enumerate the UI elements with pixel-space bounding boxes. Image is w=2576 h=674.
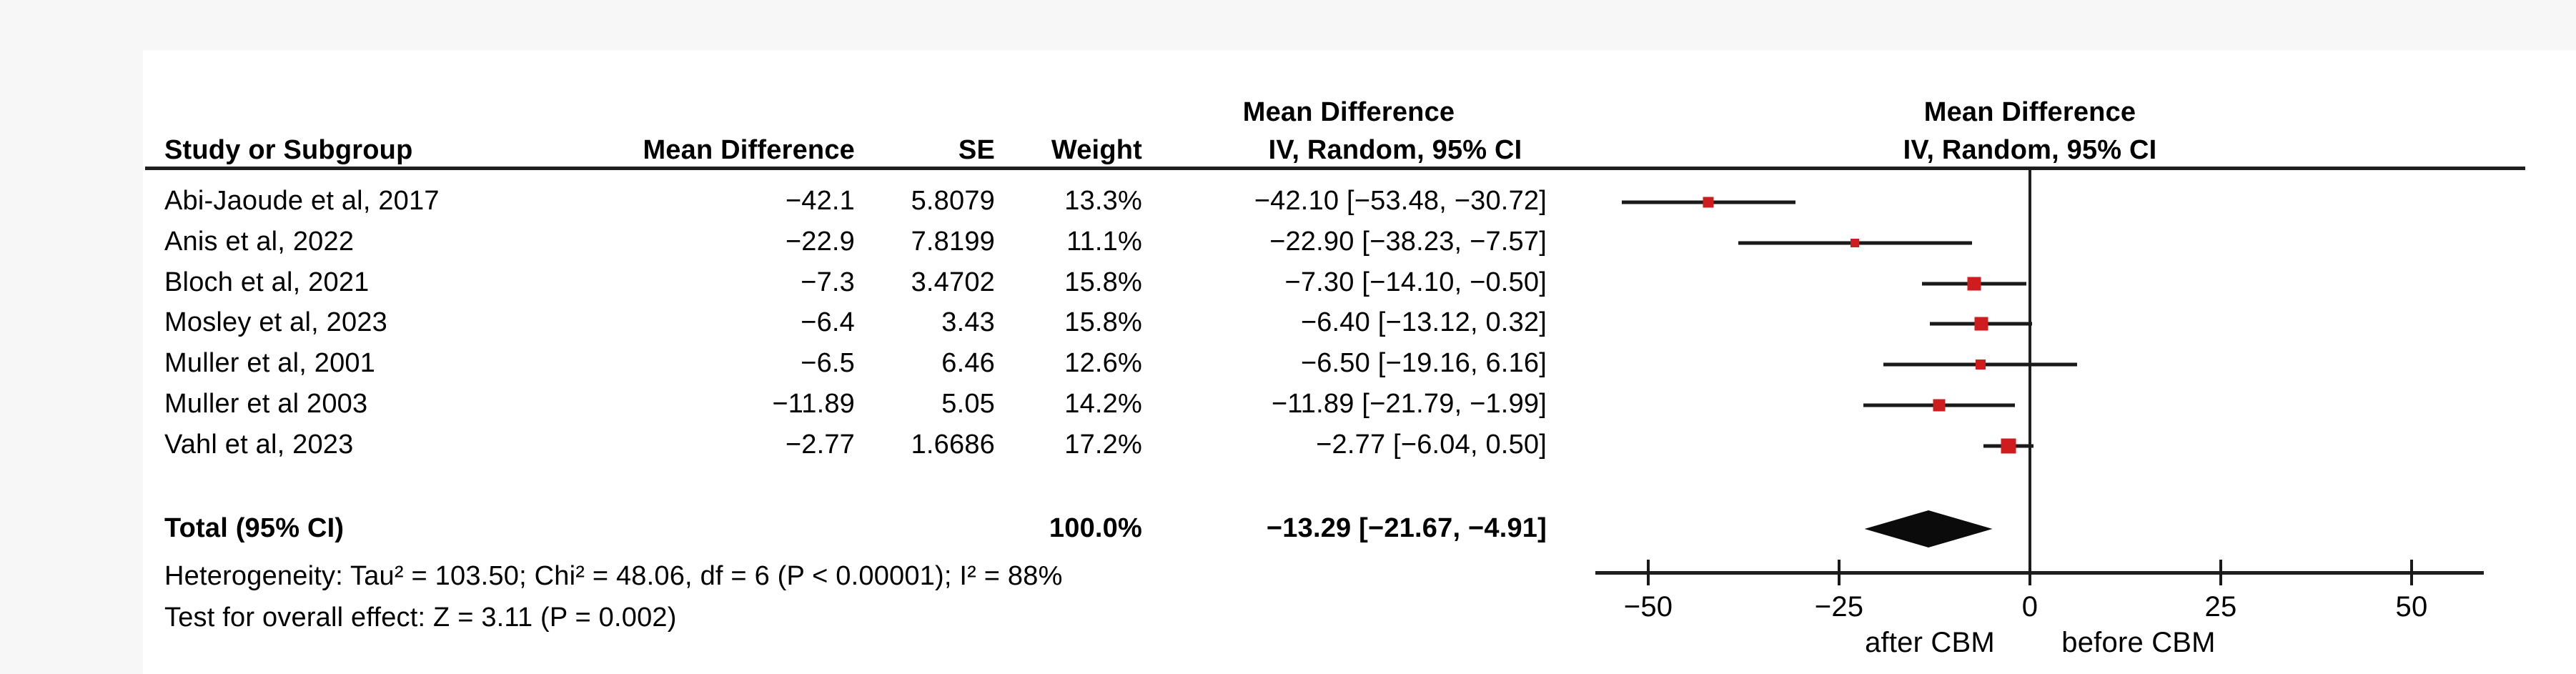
axis-tick <box>1838 560 1841 585</box>
study-row-weight: 14.2% <box>1064 389 1142 420</box>
study-row-md: −42.1 <box>785 186 855 217</box>
ci-column-header-line2: IV, Random, 95% CI <box>1268 135 1522 166</box>
study-row-weight: 17.2% <box>1064 429 1142 460</box>
total-row-weight: 100.0% <box>1049 513 1142 544</box>
plot-column-header-line1: Mean Difference <box>1923 97 2136 128</box>
study-row-ci-text: −11.89 [−21.79, −1.99] <box>1271 389 1547 420</box>
study-row-se: 5.05 <box>941 389 995 420</box>
study-row-label: Muller et al 2003 <box>164 389 368 420</box>
axis-left-group-label: after CBM <box>1865 627 1995 658</box>
study-row-ci-text: −2.77 [−6.04, 0.50] <box>1316 429 1547 460</box>
ci-column-header-line1: Mean Difference <box>1242 97 1455 128</box>
axis-tick-label: −25 <box>1814 591 1864 623</box>
study-row-weight: 15.8% <box>1064 267 1142 297</box>
study-row-label: Vahl et al, 2023 <box>164 429 354 460</box>
study-row-se: 5.8079 <box>911 186 995 217</box>
effect-marker <box>1975 360 1986 370</box>
study-row-ci-text: −6.50 [−19.16, 6.16] <box>1300 348 1547 379</box>
mean-difference-column-header: Mean Difference <box>643 135 855 166</box>
study-row-ci-text: −22.90 [−38.23, −7.57] <box>1269 226 1547 257</box>
axis-tick <box>1647 560 1650 585</box>
heterogeneity-note: Heterogeneity: Tau² = 103.50; Chi² = 48.… <box>164 561 1063 592</box>
study-row-se: 3.4702 <box>911 267 995 297</box>
study-row-md: −6.5 <box>801 348 855 379</box>
total-row-ci-text: −13.29 [−21.67, −4.91] <box>1266 513 1547 544</box>
study-row-weight: 15.8% <box>1064 307 1142 338</box>
study-row-weight: 11.1% <box>1066 226 1142 257</box>
axis-tick <box>2219 560 2222 585</box>
effect-marker <box>1967 277 1981 291</box>
study-row-md: −2.77 <box>785 429 855 460</box>
figure-background <box>143 50 2576 674</box>
effect-marker <box>1851 238 1860 247</box>
weight-column-header: Weight <box>1051 135 1142 166</box>
study-row-md: −6.4 <box>801 307 855 338</box>
effect-marker <box>1933 399 1946 412</box>
axis-tick <box>2028 560 2031 585</box>
study-column-header: Study or Subgroup <box>164 135 413 166</box>
effect-marker <box>2001 438 2016 454</box>
axis-right-group-label: before CBM <box>2061 627 2216 658</box>
effect-marker <box>1974 317 1988 331</box>
study-row-ci-text: −6.40 [−13.12, 0.32] <box>1300 307 1547 338</box>
study-row-label: Anis et al, 2022 <box>164 226 355 257</box>
study-row-md: −22.9 <box>785 226 855 257</box>
study-row-label: Muller et al, 2001 <box>164 348 376 379</box>
total-row-label: Total (95% CI) <box>164 513 345 544</box>
overall-effect-note: Test for overall effect: Z = 3.11 (P = 0… <box>164 603 677 633</box>
study-row-md: −7.3 <box>801 267 855 297</box>
axis-tick <box>2410 560 2413 585</box>
axis-tick-label: 0 <box>2021 591 2038 623</box>
x-axis-line <box>1595 571 2484 575</box>
study-row-se: 7.8199 <box>911 226 995 257</box>
axis-tick-label: 25 <box>2204 591 2237 623</box>
study-row-label: Abi-Jaoude et al, 2017 <box>164 186 440 217</box>
axis-tick-label: 50 <box>2395 591 2428 623</box>
effect-marker <box>1703 197 1714 208</box>
header-underline <box>145 167 2525 170</box>
se-column-header: SE <box>958 135 995 166</box>
study-row-weight: 12.6% <box>1064 348 1142 379</box>
study-row-ci-text: −42.10 [−53.48, −30.72] <box>1254 186 1547 217</box>
study-row-md: −11.89 <box>772 389 855 420</box>
study-row-weight: 13.3% <box>1064 186 1142 217</box>
study-row-label: Mosley et al, 2023 <box>164 307 387 338</box>
plot-column-header-line2: IV, Random, 95% CI <box>1903 135 2157 166</box>
study-row-label: Bloch et al, 2021 <box>164 267 370 297</box>
study-row-ci-text: −7.30 [−14.10, −0.50] <box>1284 267 1547 297</box>
axis-tick-label: −50 <box>1623 591 1673 623</box>
study-row-se: 1.6686 <box>911 429 995 460</box>
study-row-se: 3.43 <box>941 307 995 338</box>
study-row-se: 6.46 <box>941 348 995 379</box>
zero-reference-line <box>2028 169 2031 574</box>
